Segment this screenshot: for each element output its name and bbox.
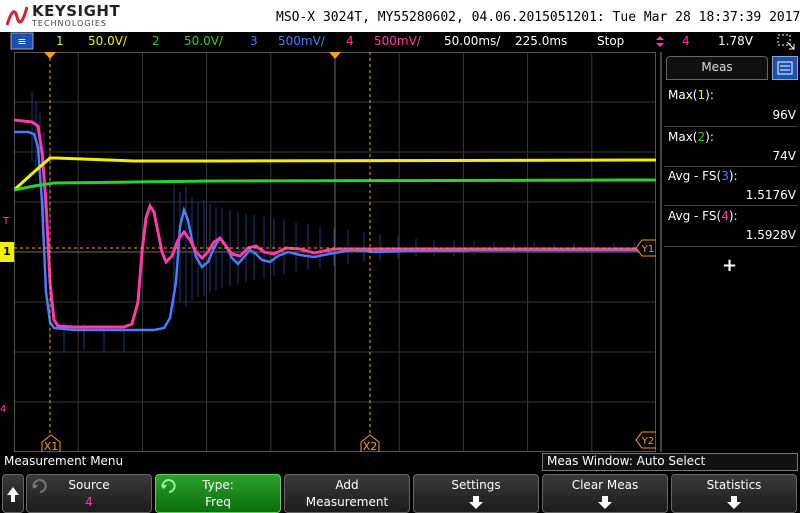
timebase-scale[interactable]: 50.00ms/: [444, 34, 501, 48]
statistics-softkey[interactable]: Statistics: [671, 474, 797, 513]
cursor-lines: [14, 52, 638, 442]
meas-item-4-value: 1.5928V: [745, 228, 796, 242]
meas-window-text: Meas Window: Auto Select: [547, 454, 706, 468]
source-softkey[interactable]: Source 4: [26, 474, 152, 513]
keysight-wave-icon: [6, 6, 28, 26]
instrument-title: MSO-X 3024T, MY55280602, 04.06.201505120…: [276, 10, 800, 25]
down-arrow-icon: [727, 496, 741, 509]
brand-name: KEYSIGHT: [32, 2, 121, 20]
type-softkey[interactable]: Type: Freq: [155, 474, 281, 513]
ch4-number[interactable]: 4: [346, 34, 354, 48]
trigger-position-marker[interactable]: [44, 52, 56, 59]
ch2-waveform: [14, 178, 656, 192]
cursor-y2-label: Y2: [641, 436, 654, 447]
ch3-number[interactable]: 3: [250, 34, 258, 48]
cursor-y2-tag[interactable]: Y2: [635, 431, 656, 449]
time-delay[interactable]: 225.0ms: [515, 34, 568, 48]
meas-item-2-label[interactable]: Max(2):: [668, 130, 714, 144]
measurement-panel: Meas Max(1): 96V Max(2): 74V Avg - FS(3)…: [660, 52, 800, 452]
trigger-source[interactable]: 4: [682, 34, 690, 48]
ch1-number[interactable]: 1: [56, 34, 64, 48]
type-label: Type:: [202, 478, 234, 492]
add-value: Measurement: [305, 495, 389, 509]
channel-menu-icon[interactable]: ≡: [10, 32, 34, 50]
meas-item-3-value: 1.5176V: [745, 188, 796, 202]
ch3-scale[interactable]: 500mV/: [278, 34, 325, 48]
meas-item-4-label[interactable]: Avg - FS(4):: [668, 209, 738, 223]
waveform-display[interactable]: X1 X2 Y1 Y2: [14, 52, 656, 452]
brand-subtitle: TECHNOLOGIES: [32, 19, 107, 28]
cursor-x1-tag[interactable]: X1: [41, 434, 61, 452]
cursor-x2-tag[interactable]: X2: [360, 434, 380, 452]
meas-item-2-value: 74V: [772, 149, 796, 163]
source-value: 4: [85, 495, 93, 509]
meas-item-1-label[interactable]: Max(1):: [668, 88, 714, 102]
add-measurement-plus-icon[interactable]: +: [722, 255, 738, 276]
statistics-label: Statistics: [706, 478, 762, 492]
cursor-x1-label: X1: [44, 440, 59, 452]
rotate-knob-icon: [32, 479, 47, 493]
cursor-y1-tag[interactable]: Y1: [635, 239, 656, 257]
panel-menu-icon[interactable]: [772, 56, 798, 80]
ch1-ground-marker[interactable]: 1: [0, 242, 14, 262]
meas-tab-label: Meas: [701, 60, 733, 74]
ch4-scale[interactable]: 500mV/: [374, 34, 421, 48]
meas-divider: [664, 166, 798, 167]
add-measurement-softkey[interactable]: Add Measurement: [284, 474, 410, 513]
clear-label: Clear Meas: [571, 478, 639, 492]
center-position-marker: [329, 52, 341, 59]
meas-divider: [664, 246, 798, 247]
status-bar: ≡ 1 50.0V/ 2 50.0V/ 3 500mV/ 4 500mV/ 50…: [0, 32, 800, 50]
settings-softkey[interactable]: Settings: [413, 474, 539, 513]
clear-meas-softkey[interactable]: Clear Meas: [542, 474, 668, 513]
meas-item-1-value: 96V: [772, 108, 796, 122]
ch4-ground-marker[interactable]: 4: [0, 404, 7, 415]
ch1-scale[interactable]: 50.0V/: [88, 34, 127, 48]
cursor-y1-label: Y1: [641, 244, 654, 255]
softkey-row: Source 4 Type: Freq Add Measurement Sett…: [0, 472, 800, 513]
down-arrow-icon: [469, 496, 483, 509]
ch2-number[interactable]: 2: [152, 34, 160, 48]
run-state: Stop: [597, 34, 625, 48]
trigger-edge-icon: [656, 36, 664, 47]
cursor-x2-label: X2: [363, 440, 378, 452]
ch2-scale[interactable]: 50.0V/: [184, 34, 223, 48]
back-up-arrow-icon[interactable]: [2, 474, 24, 513]
meas-divider: [664, 205, 798, 206]
meas-window-status: Meas Window: Auto Select: [542, 453, 798, 471]
svg-text:≡: ≡: [17, 35, 26, 48]
ch4-waveform: [14, 118, 656, 329]
rotate-knob-icon: [161, 479, 176, 493]
title-bar: KEYSIGHT TECHNOLOGIES MSO-X 3024T, MY552…: [0, 0, 800, 32]
trigger-level[interactable]: 1.78V: [718, 34, 753, 48]
menu-title: Measurement Menu: [4, 454, 124, 468]
down-arrow-icon: [598, 496, 612, 509]
meas-item-3-label[interactable]: Avg - FS(3):: [668, 169, 738, 183]
zoom-select-icon[interactable]: [776, 33, 796, 50]
ch1-waveform: [14, 156, 656, 192]
add-label: Add: [335, 478, 359, 492]
type-value: Freq: [205, 495, 231, 509]
trigger-level-marker[interactable]: T: [3, 216, 10, 227]
source-label: Source: [68, 478, 110, 492]
keysight-logo: KEYSIGHT TECHNOLOGIES: [6, 2, 136, 30]
meas-tab[interactable]: Meas: [666, 56, 768, 80]
meas-divider: [664, 126, 798, 127]
settings-label: Settings: [451, 478, 501, 492]
